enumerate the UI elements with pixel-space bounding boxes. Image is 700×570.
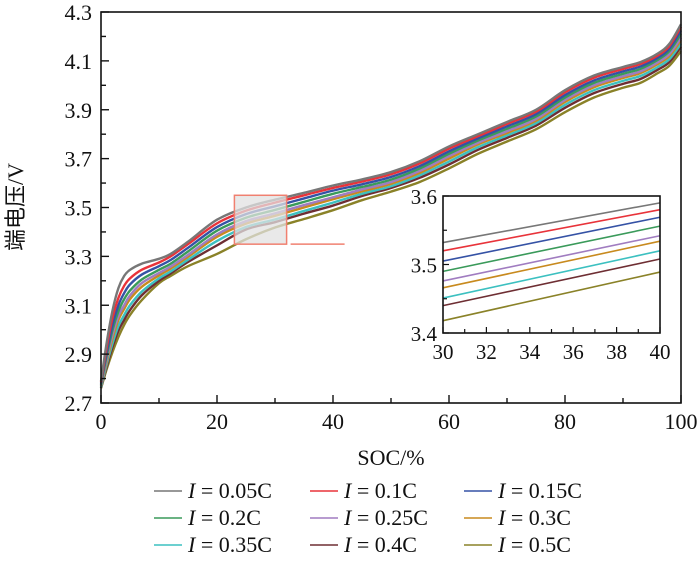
legend-label-symbol: I <box>343 532 353 557</box>
legend-label-value: = 0.2C <box>195 505 261 530</box>
y-tick-label: 4.1 <box>65 49 93 74</box>
x-tick-label: 40 <box>322 409 344 434</box>
y-tick-label: 3.1 <box>65 293 93 318</box>
legend-label-value: = 0.3C <box>505 505 571 530</box>
x-tick-label: 0 <box>96 409 107 434</box>
inset-series-line <box>442 234 661 282</box>
series-line-0.05C <box>99 23 683 382</box>
legend-label: I = 0.5C <box>497 532 571 557</box>
x-tick-label: 100 <box>665 409 698 434</box>
legend-item: I = 0.4C <box>310 532 417 557</box>
inset-plot: 30 32 34 36 38 40 3.4 3.5 3.6 <box>411 185 671 364</box>
legend-label-value: = 0.05C <box>195 478 272 503</box>
series-line-0.4C <box>99 45 682 389</box>
legend-label-symbol: I <box>187 505 197 530</box>
inset-series-line <box>442 216 661 262</box>
legend-label: I = 0.05C <box>187 478 272 503</box>
legend-item: I = 0.5C <box>464 532 571 557</box>
inset-series-line <box>442 240 661 289</box>
inset-x-tick-label: 40 <box>650 340 671 364</box>
legend-label: I = 0.4C <box>343 532 417 557</box>
inset-series-line <box>442 271 661 322</box>
legend-label-value: = 0.25C <box>351 505 428 530</box>
inset-x-tick-label: 38 <box>606 340 627 364</box>
inset-series-line <box>442 258 661 307</box>
y-tick-label: 2.9 <box>65 342 93 367</box>
y-tick-label: 4.3 <box>65 0 93 25</box>
legend-item: I = 0.1C <box>310 478 417 503</box>
legend-label-symbol: I <box>187 532 197 557</box>
main-plot <box>99 23 683 389</box>
x-tick-label: 20 <box>206 409 228 434</box>
y-tick-label: 3.9 <box>65 98 93 123</box>
zoom-region-box <box>233 194 288 245</box>
series-line-0.1C <box>99 26 683 383</box>
series-line-0.25C <box>99 36 682 386</box>
series-line-0.15C <box>99 29 683 384</box>
legend-label: I = 0.35C <box>187 532 272 557</box>
series-line-0.2C <box>99 33 683 385</box>
x-tick-label: 60 <box>438 409 460 434</box>
inset-x-tick-label: 32 <box>476 340 497 364</box>
legend-label: I = 0.1C <box>343 478 417 503</box>
inset-x-tick-label: 36 <box>563 340 584 364</box>
legend-item: I = 0.15C <box>464 478 582 503</box>
inset-series-line <box>442 208 661 252</box>
inset-series-line <box>442 225 661 273</box>
inset-y-tick-label: 3.5 <box>411 254 437 278</box>
inset-x-tick-label: 34 <box>519 340 541 364</box>
legend-label-symbol: I <box>497 478 507 503</box>
legend-label-value: = 0.35C <box>195 532 272 557</box>
y-tick-label: 3.7 <box>65 147 93 172</box>
series-line-0.3C <box>99 39 682 387</box>
legend-item: I = 0.35C <box>154 532 272 557</box>
legend-label: I = 0.15C <box>497 478 582 503</box>
y-tick-label: 3.5 <box>65 196 93 221</box>
legend-label-symbol: I <box>497 505 507 530</box>
y-tick-label: 2.7 <box>65 391 93 416</box>
legend-label-symbol: I <box>187 478 197 503</box>
inset-y-tick-label: 3.6 <box>411 185 437 209</box>
legend-label-value: = 0.4C <box>351 532 417 557</box>
legend-item: I = 0.3C <box>464 505 571 530</box>
zoom-region <box>233 194 345 245</box>
legend-item: I = 0.2C <box>154 505 261 530</box>
legend-label-value: = 0.5C <box>505 532 571 557</box>
legend-label-symbol: I <box>343 478 353 503</box>
y-tick-label: 3.3 <box>65 244 93 269</box>
series-line-0.35C <box>99 43 682 388</box>
legend-item: I = 0.05C <box>154 478 272 503</box>
series-line-0.5C <box>99 50 682 389</box>
legend-label: I = 0.3C <box>497 505 571 530</box>
inset-series-line <box>442 250 661 299</box>
inset-x-tick-label: 30 <box>433 340 454 364</box>
main-axes: 2.7 2.9 3.1 3.3 3.5 3.7 3.9 4.1 4.3 0 20 40 60 80 100 <box>65 0 698 434</box>
legend-label-symbol: I <box>497 532 507 557</box>
legend-label-value: = 0.15C <box>505 478 582 503</box>
x-axis-title: SOC/% <box>357 445 424 470</box>
legend-item: I = 0.25C <box>310 505 428 530</box>
legend-label: I = 0.25C <box>343 505 428 530</box>
legend-label: I = 0.2C <box>187 505 261 530</box>
inset-series-line <box>442 202 661 244</box>
inset-y-tick-label: 3.4 <box>411 322 438 346</box>
x-tick-label: 80 <box>554 409 576 434</box>
legend-label-value: = 0.1C <box>351 478 417 503</box>
y-axis-title: 端电压/V <box>3 163 28 251</box>
legend-label-symbol: I <box>343 505 353 530</box>
